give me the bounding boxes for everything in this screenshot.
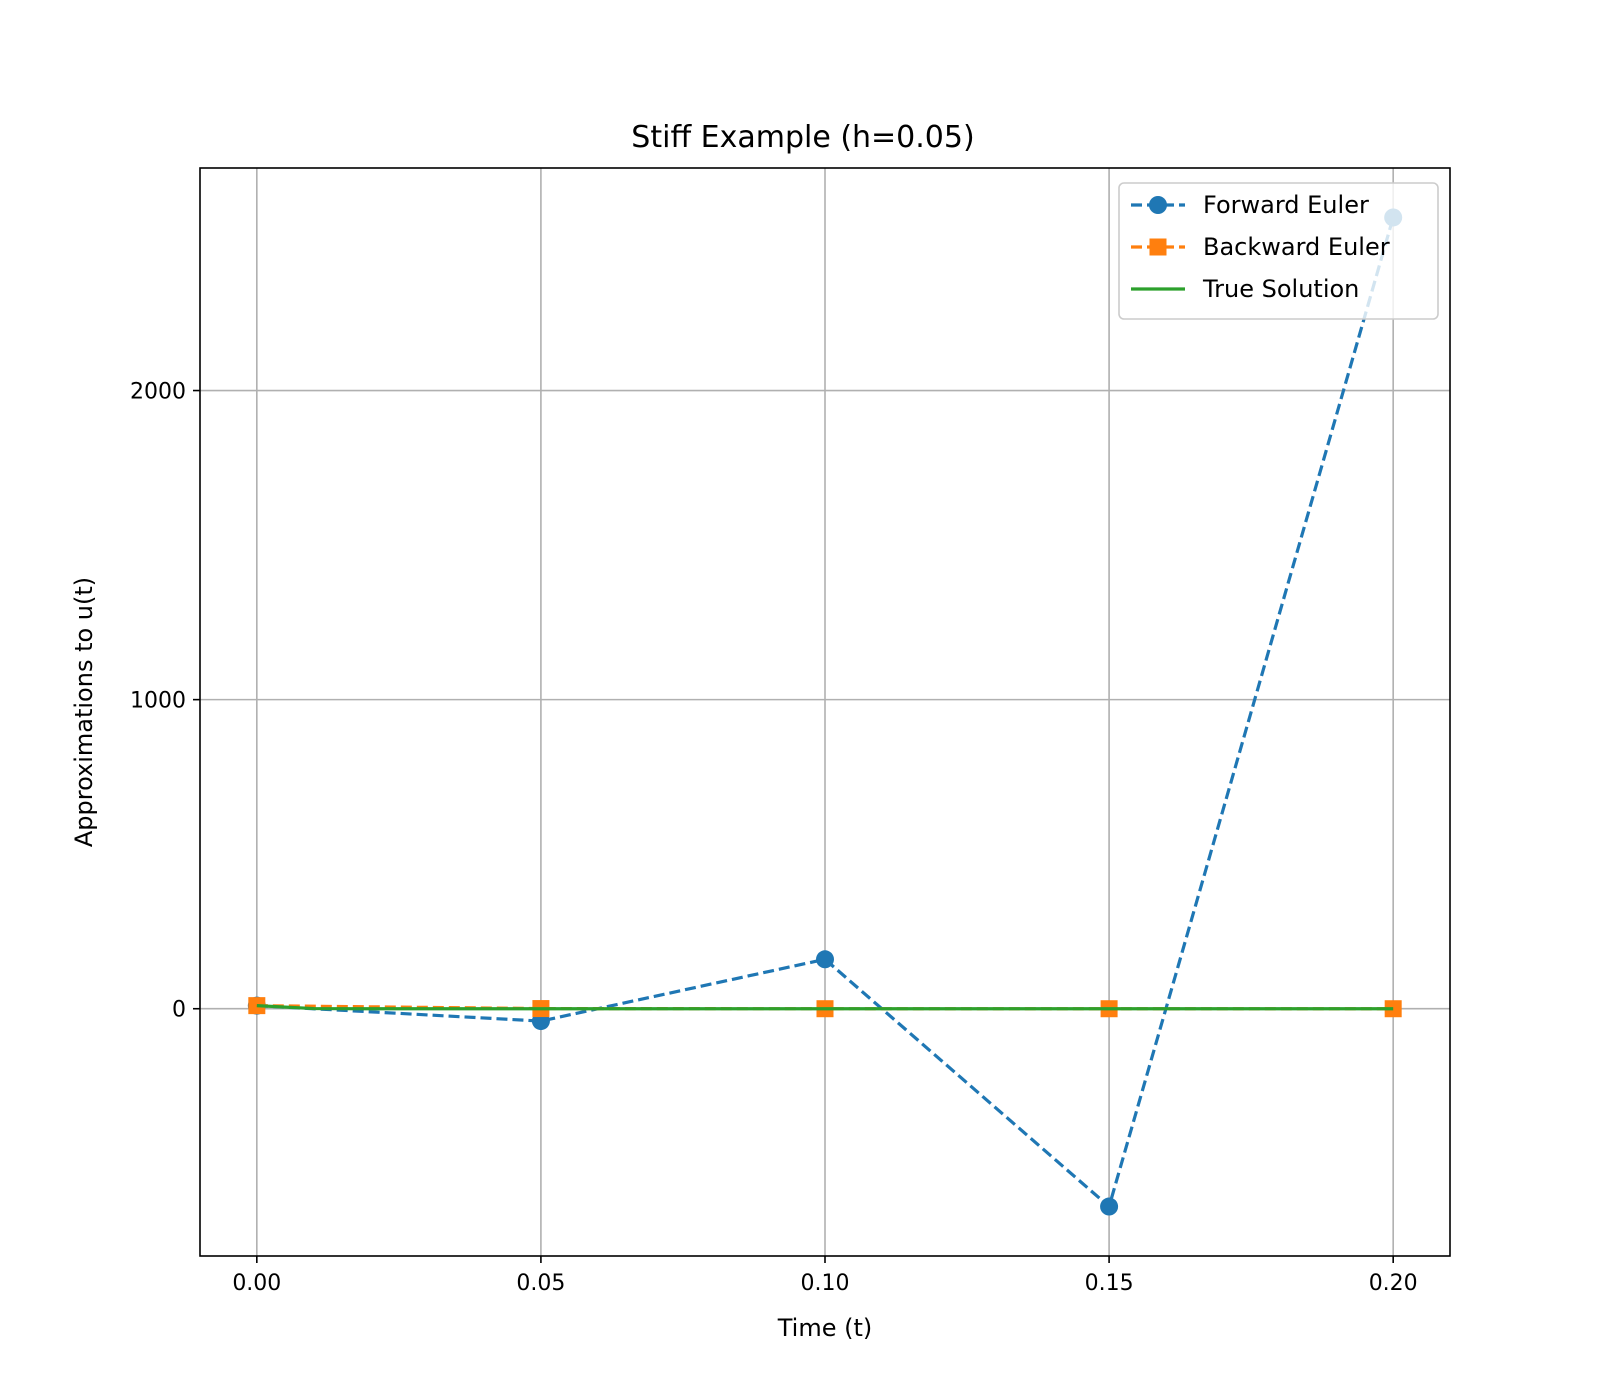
- legend-label: True Solution: [1202, 275, 1359, 303]
- legend-box: [1118, 182, 1439, 320]
- y-tick-label: 2000: [130, 380, 186, 405]
- y-axis-ticks: 0 1000 2000: [130, 380, 200, 1023]
- backward-euler-point: [248, 997, 266, 1015]
- legend-item-forward-euler: Forward Euler: [1131, 191, 1369, 219]
- x-tick-label: 0.00: [232, 1271, 281, 1296]
- x-tick-label: 0.10: [801, 1271, 850, 1296]
- x-axis-ticks: 0.00 0.05 0.10 0.15 0.20: [232, 1256, 1418, 1296]
- legend-marker-swatch: [1149, 196, 1167, 214]
- forward-euler-point: [1100, 1197, 1119, 1216]
- y-tick-label: 1000: [130, 689, 186, 714]
- legend-item-backward-euler: Backward Euler: [1131, 233, 1390, 261]
- forward-euler-point: [816, 950, 834, 969]
- legend: Forward Euler Backward Euler True Solution: [1118, 182, 1439, 320]
- x-tick-label: 0.20: [1369, 1271, 1418, 1296]
- series-true-solution: [256, 1004, 1394, 1011]
- y-tick-label: 0: [172, 998, 186, 1023]
- x-tick-label: 0.05: [516, 1271, 565, 1296]
- legend-marker-swatch: [1149, 238, 1167, 256]
- backward-euler-point: [1384, 1000, 1402, 1018]
- legend-item-true-solution: True Solution: [1131, 275, 1359, 303]
- chart-title: Stiff Example (h=0.05): [631, 120, 974, 155]
- x-tick-label: 0.15: [1085, 1271, 1134, 1296]
- x-axis-label: Time (t): [777, 1314, 873, 1342]
- y-axis-label: Approximations to u(t): [70, 577, 98, 847]
- true-solution-line: [256, 1004, 1394, 1011]
- series-layer: [247, 208, 1403, 1216]
- legend-label: Forward Euler: [1203, 191, 1369, 219]
- legend-label: Backward Euler: [1203, 233, 1390, 261]
